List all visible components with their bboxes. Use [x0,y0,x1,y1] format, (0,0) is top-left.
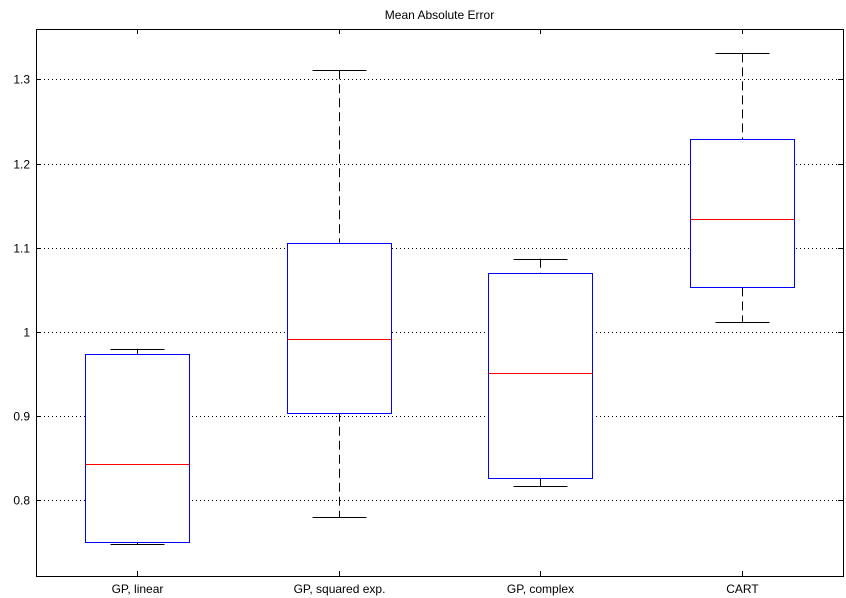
iqr-box [287,243,392,414]
y-tick-label: 1 [23,326,30,340]
chart-title: Mean Absolute Error [385,8,494,22]
iqr-box [690,139,795,288]
box-group [85,348,190,545]
x-tick-label: GP, linear [112,582,164,596]
y-tick-label: 0.8 [13,494,30,508]
box-group [488,258,593,487]
y-tick-label: 1.1 [13,242,30,256]
boxes [85,53,795,545]
x-tick-label: GP, squared exp. [294,582,386,596]
y-tick-label: 0.9 [13,410,30,424]
plot-area [36,29,844,577]
y-tick-label: 1.3 [13,73,30,87]
axes: 0.8 0.9 1 1.1 1.2 1.3 GP, linear GP, squared ex… [13,29,843,596]
x-tick-label: GP, complex [507,582,574,596]
x-tick-label: CART [726,582,759,596]
iqr-box [85,354,190,543]
box-group [287,70,392,518]
iqr-box [488,273,593,479]
y-tick-label: 1.2 [13,158,30,172]
box-group [690,53,795,323]
